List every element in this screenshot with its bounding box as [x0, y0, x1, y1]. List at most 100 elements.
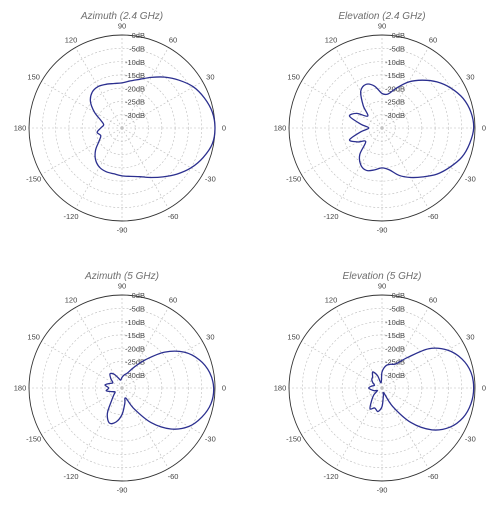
angle-tick-label: -150	[286, 175, 301, 184]
db-ring-label: -10dB	[125, 318, 145, 327]
outer-ring	[288, 34, 476, 222]
grid-spoke	[75, 307, 123, 389]
grid-ring	[301, 47, 463, 209]
angle-tick-label: 60	[429, 295, 437, 304]
angle-tick-label: -30	[205, 175, 216, 184]
angle-tick-label: 180	[14, 384, 27, 393]
polar-chart-azimuth-2-4ghz: Azimuth (2.4 GHz)90 60 30 0 -30 -60 -90 -120 -15…	[14, 11, 226, 235]
grid-ring	[315, 61, 449, 195]
db-ring-label: -30dB	[125, 111, 145, 120]
grid-ring	[81, 87, 163, 169]
grid-spoke	[121, 387, 169, 469]
angle-tick-label: 120	[325, 35, 338, 44]
grid-spoke	[335, 307, 383, 389]
grid-spoke	[121, 341, 203, 389]
grid-spoke	[381, 127, 463, 175]
db-ring-label: -30dB	[385, 111, 405, 120]
grid-spoke	[381, 341, 463, 389]
chart-title: Elevation (2.4 GHz)	[338, 11, 425, 22]
db-ring-label: -20dB	[125, 84, 145, 93]
angle-tick-label: 180	[274, 124, 287, 133]
angle-tick-label: -150	[26, 435, 41, 444]
db-ring-label: -20dB	[385, 344, 405, 353]
db-ring-label: -30dB	[385, 371, 405, 380]
angle-tick-label: 180	[274, 384, 287, 393]
grid-ring	[55, 61, 189, 195]
grid-spoke	[301, 387, 383, 435]
grid-spoke	[75, 387, 123, 469]
grid-spoke	[335, 127, 383, 209]
grid-ring	[95, 101, 149, 155]
angle-tick-label: -30	[465, 175, 476, 184]
angle-tick-label: -60	[168, 472, 179, 481]
grid-spoke	[75, 47, 123, 129]
radiation-pattern-line	[89, 76, 216, 179]
radiation-pattern-line	[348, 79, 475, 179]
angle-tick-label: 30	[206, 73, 214, 82]
angle-tick-label: 60	[429, 35, 437, 44]
angle-tick-label: -120	[323, 212, 338, 221]
angle-tick-label: -90	[117, 486, 128, 495]
angle-tick-label: 150	[287, 333, 300, 342]
angle-tick-label: -120	[63, 472, 78, 481]
angle-tick-label: 60	[169, 295, 177, 304]
grid-ring	[315, 321, 449, 455]
db-ring-label: -20dB	[125, 344, 145, 353]
angle-tick-label: -150	[26, 175, 41, 184]
chart-title: Azimuth (5 GHz)	[84, 271, 159, 282]
grid-spoke	[381, 47, 429, 129]
polar-chart-elevation-5ghz: Elevation (5 GHz)90 60 30 0 -30 -60 -90 -120 -15…	[274, 271, 486, 495]
db-ring-label: 0dB	[392, 31, 405, 40]
grid-ring	[55, 321, 189, 455]
angle-tick-label: -60	[428, 212, 439, 221]
grid-spoke	[301, 81, 383, 129]
grid-spoke	[335, 47, 383, 129]
db-ring-label: -15dB	[125, 331, 145, 340]
polar-chart-elevation-2-4ghz: Elevation (2.4 GHz)90 60 30 0 -30 -60 -90 -120 -…	[274, 11, 486, 235]
outer-ring	[288, 294, 476, 482]
db-ring-label: -15dB	[385, 331, 405, 340]
angle-tick-label: -30	[465, 435, 476, 444]
angle-tick-label: 0	[482, 124, 486, 133]
db-ring-label: 0dB	[132, 291, 145, 300]
grid-ring	[81, 347, 163, 429]
grid-spoke	[121, 307, 169, 389]
angle-tick-label: 180	[14, 124, 27, 133]
angle-tick-label: 0	[222, 124, 226, 133]
db-ring-label: -25dB	[385, 98, 405, 107]
angle-tick-label: 0	[222, 384, 226, 393]
angle-tick-label: -30	[205, 435, 216, 444]
angle-tick-label: 150	[287, 73, 300, 82]
angle-tick-label: 30	[466, 333, 474, 342]
grid-ring	[301, 307, 463, 469]
angle-tick-label: -90	[377, 226, 388, 235]
grid-spoke	[381, 81, 463, 129]
angle-tick-label: -150	[286, 435, 301, 444]
angle-tick-label: 120	[65, 35, 78, 44]
db-ring-label: -25dB	[125, 358, 145, 367]
grid-spoke	[75, 127, 123, 209]
grid-spoke	[335, 387, 383, 469]
chart-title: Elevation (5 GHz)	[343, 271, 422, 282]
grid-ring	[355, 361, 409, 415]
grid-spoke	[41, 341, 123, 389]
grid-spoke	[301, 341, 383, 389]
db-ring-label: -5dB	[129, 304, 145, 313]
angle-tick-label: 150	[27, 333, 40, 342]
radiation-pattern-line	[368, 347, 475, 431]
angle-tick-label: -60	[428, 472, 439, 481]
angle-tick-label: 90	[118, 22, 126, 31]
grid-spoke	[381, 387, 463, 435]
angle-tick-label: 150	[27, 73, 40, 82]
angle-tick-label: -120	[63, 212, 78, 221]
grid-spoke	[121, 47, 169, 129]
angle-tick-label: -90	[377, 486, 388, 495]
db-ring-label: -25dB	[125, 98, 145, 107]
chart-title: Azimuth (2.4 GHz)	[80, 11, 163, 22]
angle-tick-label: 90	[378, 282, 386, 291]
angle-tick-label: 30	[466, 73, 474, 82]
grid-spoke	[381, 387, 429, 469]
grid-spoke	[41, 127, 123, 175]
angle-tick-label: 120	[65, 295, 78, 304]
